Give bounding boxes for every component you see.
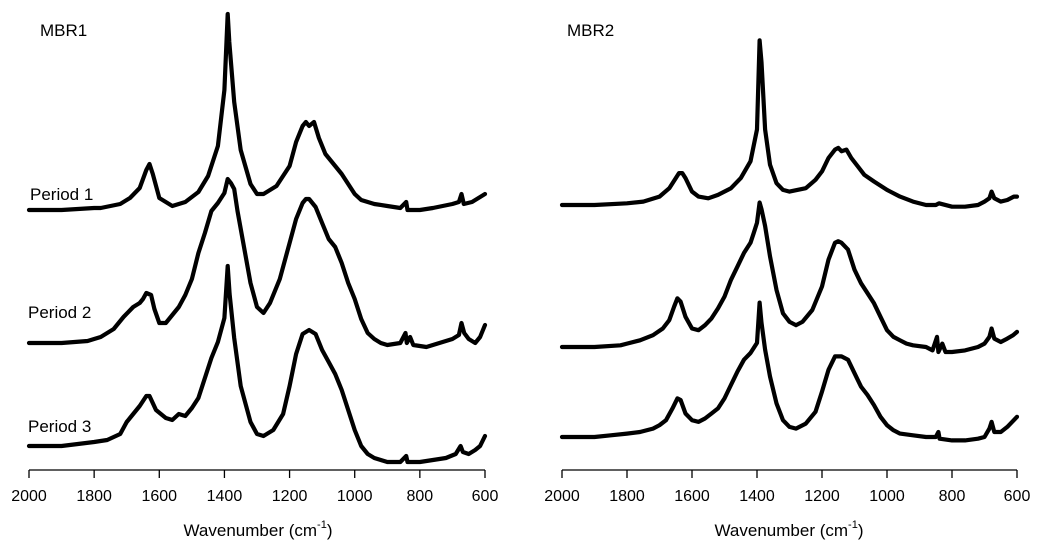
x-tick-label: 1400 [207, 488, 243, 505]
spectra-mbr2 [559, 38, 1020, 443]
panel-title-mbr2: MBR2 [567, 21, 614, 40]
x-tick-label: 2000 [544, 488, 580, 505]
x-tick-label: 600 [472, 488, 499, 505]
x-tick-label: 1400 [739, 488, 775, 505]
x-tick-label: 1600 [674, 488, 710, 505]
x-tick-label: 1200 [804, 488, 840, 505]
spectrum-line-1 [559, 38, 1020, 209]
x-axis-label-close-mbr2: ) [858, 521, 864, 540]
x-ticks-mbr1: 2000 1800 1600 1400 1200 1000 800 600 [11, 470, 498, 505]
x-axis-label-text-mbr1: Wavenumber (cm [184, 521, 318, 540]
spectrum-line-3 [26, 263, 488, 465]
panel-mbr2: MBR2 2000 1800 1600 1400 1200 1000 800 600 Wave… [544, 21, 1030, 540]
series-label-period-1: Period 1 [30, 185, 93, 204]
x-tick-label: 1000 [869, 488, 905, 505]
x-axis-label-close-mbr1: ) [327, 521, 333, 540]
x-ticks-mbr2: 2000 1800 1600 1400 1200 1000 800 600 [544, 470, 1030, 505]
x-tick-label: 1800 [609, 488, 645, 505]
x-axis-label-superscript-mbr2: -1 [848, 519, 858, 531]
x-tick-label: 2000 [11, 488, 47, 505]
series-label-period-2: Period 2 [28, 303, 91, 322]
panel-mbr1: MBR1 Period 1 Period 2 Period 3 2000 1800… [11, 11, 498, 540]
x-tick-label: 800 [939, 488, 966, 505]
panel-title-mbr1: MBR1 [40, 21, 87, 40]
x-tick-label: 1600 [141, 488, 177, 505]
x-tick-label: 1800 [76, 488, 112, 505]
spectra-mbr1 [26, 11, 488, 465]
series-label-period-3: Period 3 [28, 417, 91, 436]
x-tick-label: 600 [1004, 488, 1031, 505]
x-axis-label-superscript-mbr1: -1 [317, 519, 327, 531]
x-tick-label: 1200 [272, 488, 308, 505]
spectrum-line-1 [26, 11, 488, 213]
x-tick-label: 800 [407, 488, 434, 505]
x-axis-label-mbr2: Wavenumber (cm-1) [715, 519, 864, 540]
spectrum-line-2 [26, 176, 488, 350]
x-axis-label-text-mbr2: Wavenumber (cm [715, 521, 849, 540]
x-axis-label-mbr1: Wavenumber (cm-1) [184, 519, 333, 540]
x-tick-label: 1000 [337, 488, 373, 505]
spectrum-line-3 [559, 300, 1020, 443]
spectrum-line-2 [559, 200, 1020, 355]
